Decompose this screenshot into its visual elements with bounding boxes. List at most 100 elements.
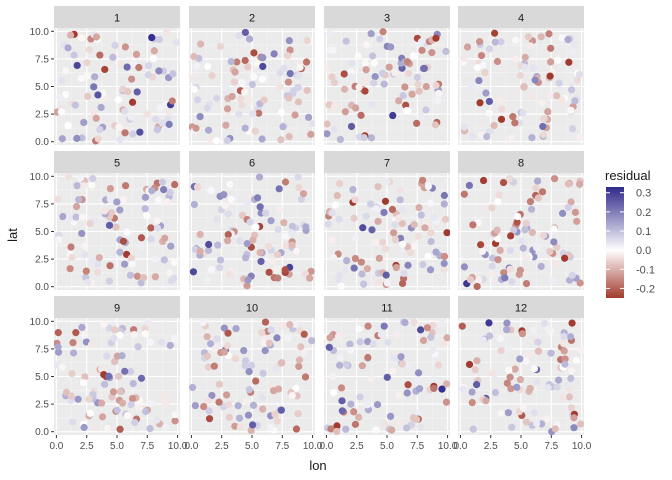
- data-point: [571, 97, 579, 105]
- data-point: [111, 326, 119, 334]
- data-point: [69, 339, 77, 347]
- data-point: [227, 57, 235, 66]
- data-point: [567, 106, 575, 114]
- data-point: [547, 349, 555, 357]
- data-point: [284, 334, 292, 342]
- data-point: [86, 219, 94, 228]
- data-point: [355, 413, 363, 421]
- data-point: [81, 250, 89, 259]
- data-point: [358, 362, 366, 370]
- data-point: [192, 124, 200, 132]
- data-point: [261, 318, 270, 326]
- data-point: [123, 63, 131, 71]
- data-point: [351, 196, 359, 204]
- data-point: [346, 340, 354, 348]
- data-point: [106, 262, 114, 270]
- data-point: [139, 274, 148, 282]
- data-point: [74, 395, 82, 403]
- data-point: [459, 385, 467, 393]
- data-point: [265, 268, 273, 276]
- data-point: [389, 367, 397, 375]
- data-point: [85, 46, 93, 54]
- data-point: [240, 346, 248, 355]
- facet-points: [459, 29, 584, 142]
- data-point: [284, 78, 293, 86]
- data-point: [469, 425, 477, 433]
- data-point: [97, 103, 105, 112]
- data-point: [241, 124, 249, 132]
- data-point: [392, 263, 400, 272]
- data-point: [121, 129, 129, 137]
- data-point: [220, 191, 228, 199]
- data-point: [189, 268, 198, 276]
- y-tick-label: 10.0: [30, 27, 50, 38]
- data-point: [458, 322, 466, 330]
- data-point: [511, 36, 520, 44]
- data-point: [565, 393, 573, 401]
- facet-points: [189, 318, 315, 435]
- data-point: [106, 195, 114, 203]
- data-point: [374, 217, 382, 225]
- data-point: [404, 381, 412, 389]
- data-point: [143, 110, 151, 118]
- data-point: [503, 379, 511, 387]
- data-point: [329, 46, 337, 54]
- data-point: [533, 378, 541, 386]
- data-point: [544, 384, 552, 392]
- data-point: [401, 318, 409, 327]
- data-point: [414, 80, 422, 88]
- data-point: [85, 395, 93, 403]
- data-point: [577, 346, 584, 354]
- data-point: [131, 418, 139, 427]
- data-point: [350, 264, 358, 272]
- data-point: [291, 111, 299, 119]
- data-point: [274, 274, 282, 282]
- x-tick-label: 10.0: [168, 441, 188, 452]
- data-point: [224, 231, 232, 239]
- data-point: [552, 259, 560, 268]
- data-point: [89, 175, 97, 183]
- data-point: [258, 329, 266, 337]
- data-point: [303, 86, 311, 95]
- data-point: [488, 270, 496, 278]
- facet-strip-label: 1: [114, 13, 120, 25]
- data-point: [561, 355, 569, 363]
- data-point: [120, 195, 128, 204]
- data-point: [279, 123, 287, 131]
- data-point: [340, 70, 348, 78]
- data-point: [112, 223, 120, 231]
- data-point: [152, 115, 160, 123]
- data-point: [207, 186, 215, 195]
- data-point: [259, 405, 267, 413]
- data-point: [490, 29, 499, 37]
- data-point: [94, 260, 102, 268]
- x-tick-label: 7.5: [544, 441, 558, 452]
- data-point: [235, 110, 243, 118]
- data-point: [147, 235, 155, 243]
- data-point: [538, 99, 546, 107]
- data-point: [532, 184, 540, 192]
- facet-strip: [54, 151, 180, 173]
- facet-points: [54, 28, 180, 145]
- data-point: [364, 353, 372, 362]
- data-point: [64, 122, 72, 130]
- data-point: [166, 269, 174, 277]
- data-point: [554, 56, 562, 65]
- data-point: [235, 414, 244, 422]
- data-point: [79, 379, 88, 387]
- data-point: [516, 355, 524, 363]
- data-point: [395, 97, 403, 105]
- data-point: [539, 122, 547, 131]
- data-point: [529, 64, 538, 72]
- data-point: [116, 248, 124, 256]
- data-point: [499, 178, 508, 187]
- data-point: [351, 254, 359, 263]
- data-point: [463, 43, 472, 51]
- data-point: [258, 135, 266, 143]
- data-point: [482, 397, 490, 405]
- data-point: [94, 91, 102, 99]
- data-point: [440, 252, 449, 261]
- facet-strip-label: 3: [384, 13, 390, 25]
- data-point: [413, 377, 421, 385]
- legend-colorbar: [606, 187, 624, 298]
